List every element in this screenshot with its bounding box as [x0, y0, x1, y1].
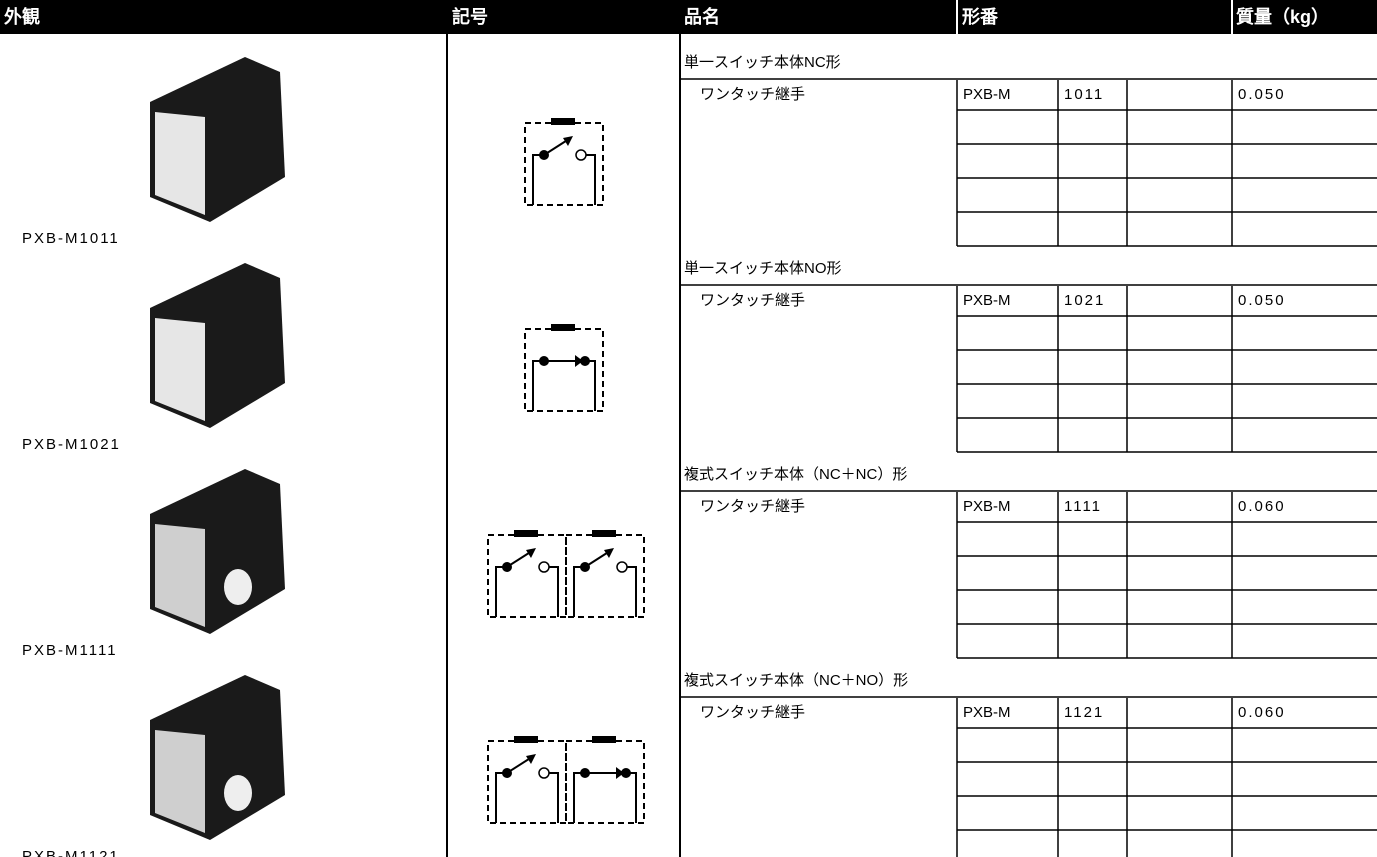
weight: 0.060 — [1238, 704, 1286, 721]
header-cell: 記号 — [452, 6, 488, 27]
symbol-wire — [627, 566, 637, 617]
symbol-arrow — [563, 136, 573, 146]
symbol-wire — [532, 360, 543, 411]
symbol-box — [565, 740, 645, 824]
symbol-actuator — [514, 530, 538, 537]
weight: 0.060 — [1238, 498, 1286, 515]
product-face — [155, 112, 205, 215]
symbol-wire — [495, 566, 506, 617]
product-face — [155, 524, 205, 627]
series: PXB-M — [963, 86, 1011, 103]
symbol-wire — [586, 154, 596, 205]
series: PXB-M — [963, 292, 1011, 309]
product-port — [224, 775, 252, 811]
symbol-arrow — [616, 767, 624, 779]
symbol-wire — [549, 772, 559, 823]
symbol-box — [487, 740, 567, 824]
fitting: ワンタッチ継手 — [700, 292, 805, 309]
symbol-box — [524, 122, 604, 206]
symbol-box — [487, 534, 567, 618]
product-name: 単一スイッチ本体NO形 — [684, 260, 842, 277]
symbol-lever — [506, 756, 533, 774]
symbol-wire — [589, 360, 596, 411]
product-name: 単一スイッチ本体NC形 — [684, 54, 841, 71]
series: PXB-M — [963, 498, 1011, 515]
product-face — [155, 730, 205, 833]
fitting: ワンタッチ継手 — [700, 704, 805, 721]
symbol-arrow — [575, 355, 583, 367]
image-label: PXB-M1121 — [22, 848, 120, 857]
weight: 0.050 — [1238, 292, 1286, 309]
symbol-contact — [575, 149, 587, 161]
symbol-contact — [538, 561, 550, 573]
model-number: 1021 — [1064, 292, 1105, 309]
symbol-wire — [573, 772, 584, 823]
symbol-contact — [621, 768, 631, 778]
series: PXB-M — [963, 704, 1011, 721]
symbol-contact — [616, 561, 628, 573]
symbol-wire — [573, 566, 584, 617]
symbol-contact — [580, 356, 590, 366]
header-cell: 形番 — [962, 7, 999, 27]
header-bar — [0, 0, 1377, 34]
symbol-actuator — [514, 736, 538, 743]
symbol-wire — [532, 154, 543, 205]
image-label: PXB-M1021 — [22, 436, 121, 453]
symbol-lever — [543, 138, 570, 156]
symbol-wire — [495, 772, 506, 823]
symbol-lever — [506, 550, 533, 568]
symbol-actuator — [551, 118, 575, 125]
symbol-box — [524, 328, 604, 412]
model-number: 1111 — [1064, 498, 1102, 515]
symbol-actuator — [551, 324, 575, 331]
symbol-contact — [538, 767, 550, 779]
symbol-wire — [630, 772, 637, 823]
header-cell: 質量（kg） — [1236, 6, 1329, 27]
image-label: PXB-M1011 — [22, 230, 120, 247]
symbol-actuator — [592, 530, 616, 537]
symbol-box — [565, 534, 645, 618]
product-face — [155, 318, 205, 421]
header-cell: 外観 — [4, 6, 40, 27]
header-cell: 品名 — [684, 6, 720, 27]
symbol-arrow — [526, 548, 536, 558]
product-port — [224, 569, 252, 605]
fitting: ワンタッチ継手 — [700, 498, 805, 515]
symbol-lever — [584, 550, 611, 568]
image-label: PXB-M1111 — [22, 642, 118, 659]
model-number: 1011 — [1064, 86, 1104, 103]
symbol-arrow — [526, 754, 536, 764]
symbol-arrow — [604, 548, 614, 558]
symbol-actuator — [592, 736, 616, 743]
symbol-wire — [549, 566, 559, 617]
product-name: 複式スイッチ本体（NC＋NC）形 — [684, 466, 907, 483]
weight: 0.050 — [1238, 86, 1286, 103]
fitting: ワンタッチ継手 — [700, 86, 805, 103]
model-number: 1121 — [1064, 704, 1104, 721]
product-name: 複式スイッチ本体（NC＋NO）形 — [684, 672, 908, 689]
